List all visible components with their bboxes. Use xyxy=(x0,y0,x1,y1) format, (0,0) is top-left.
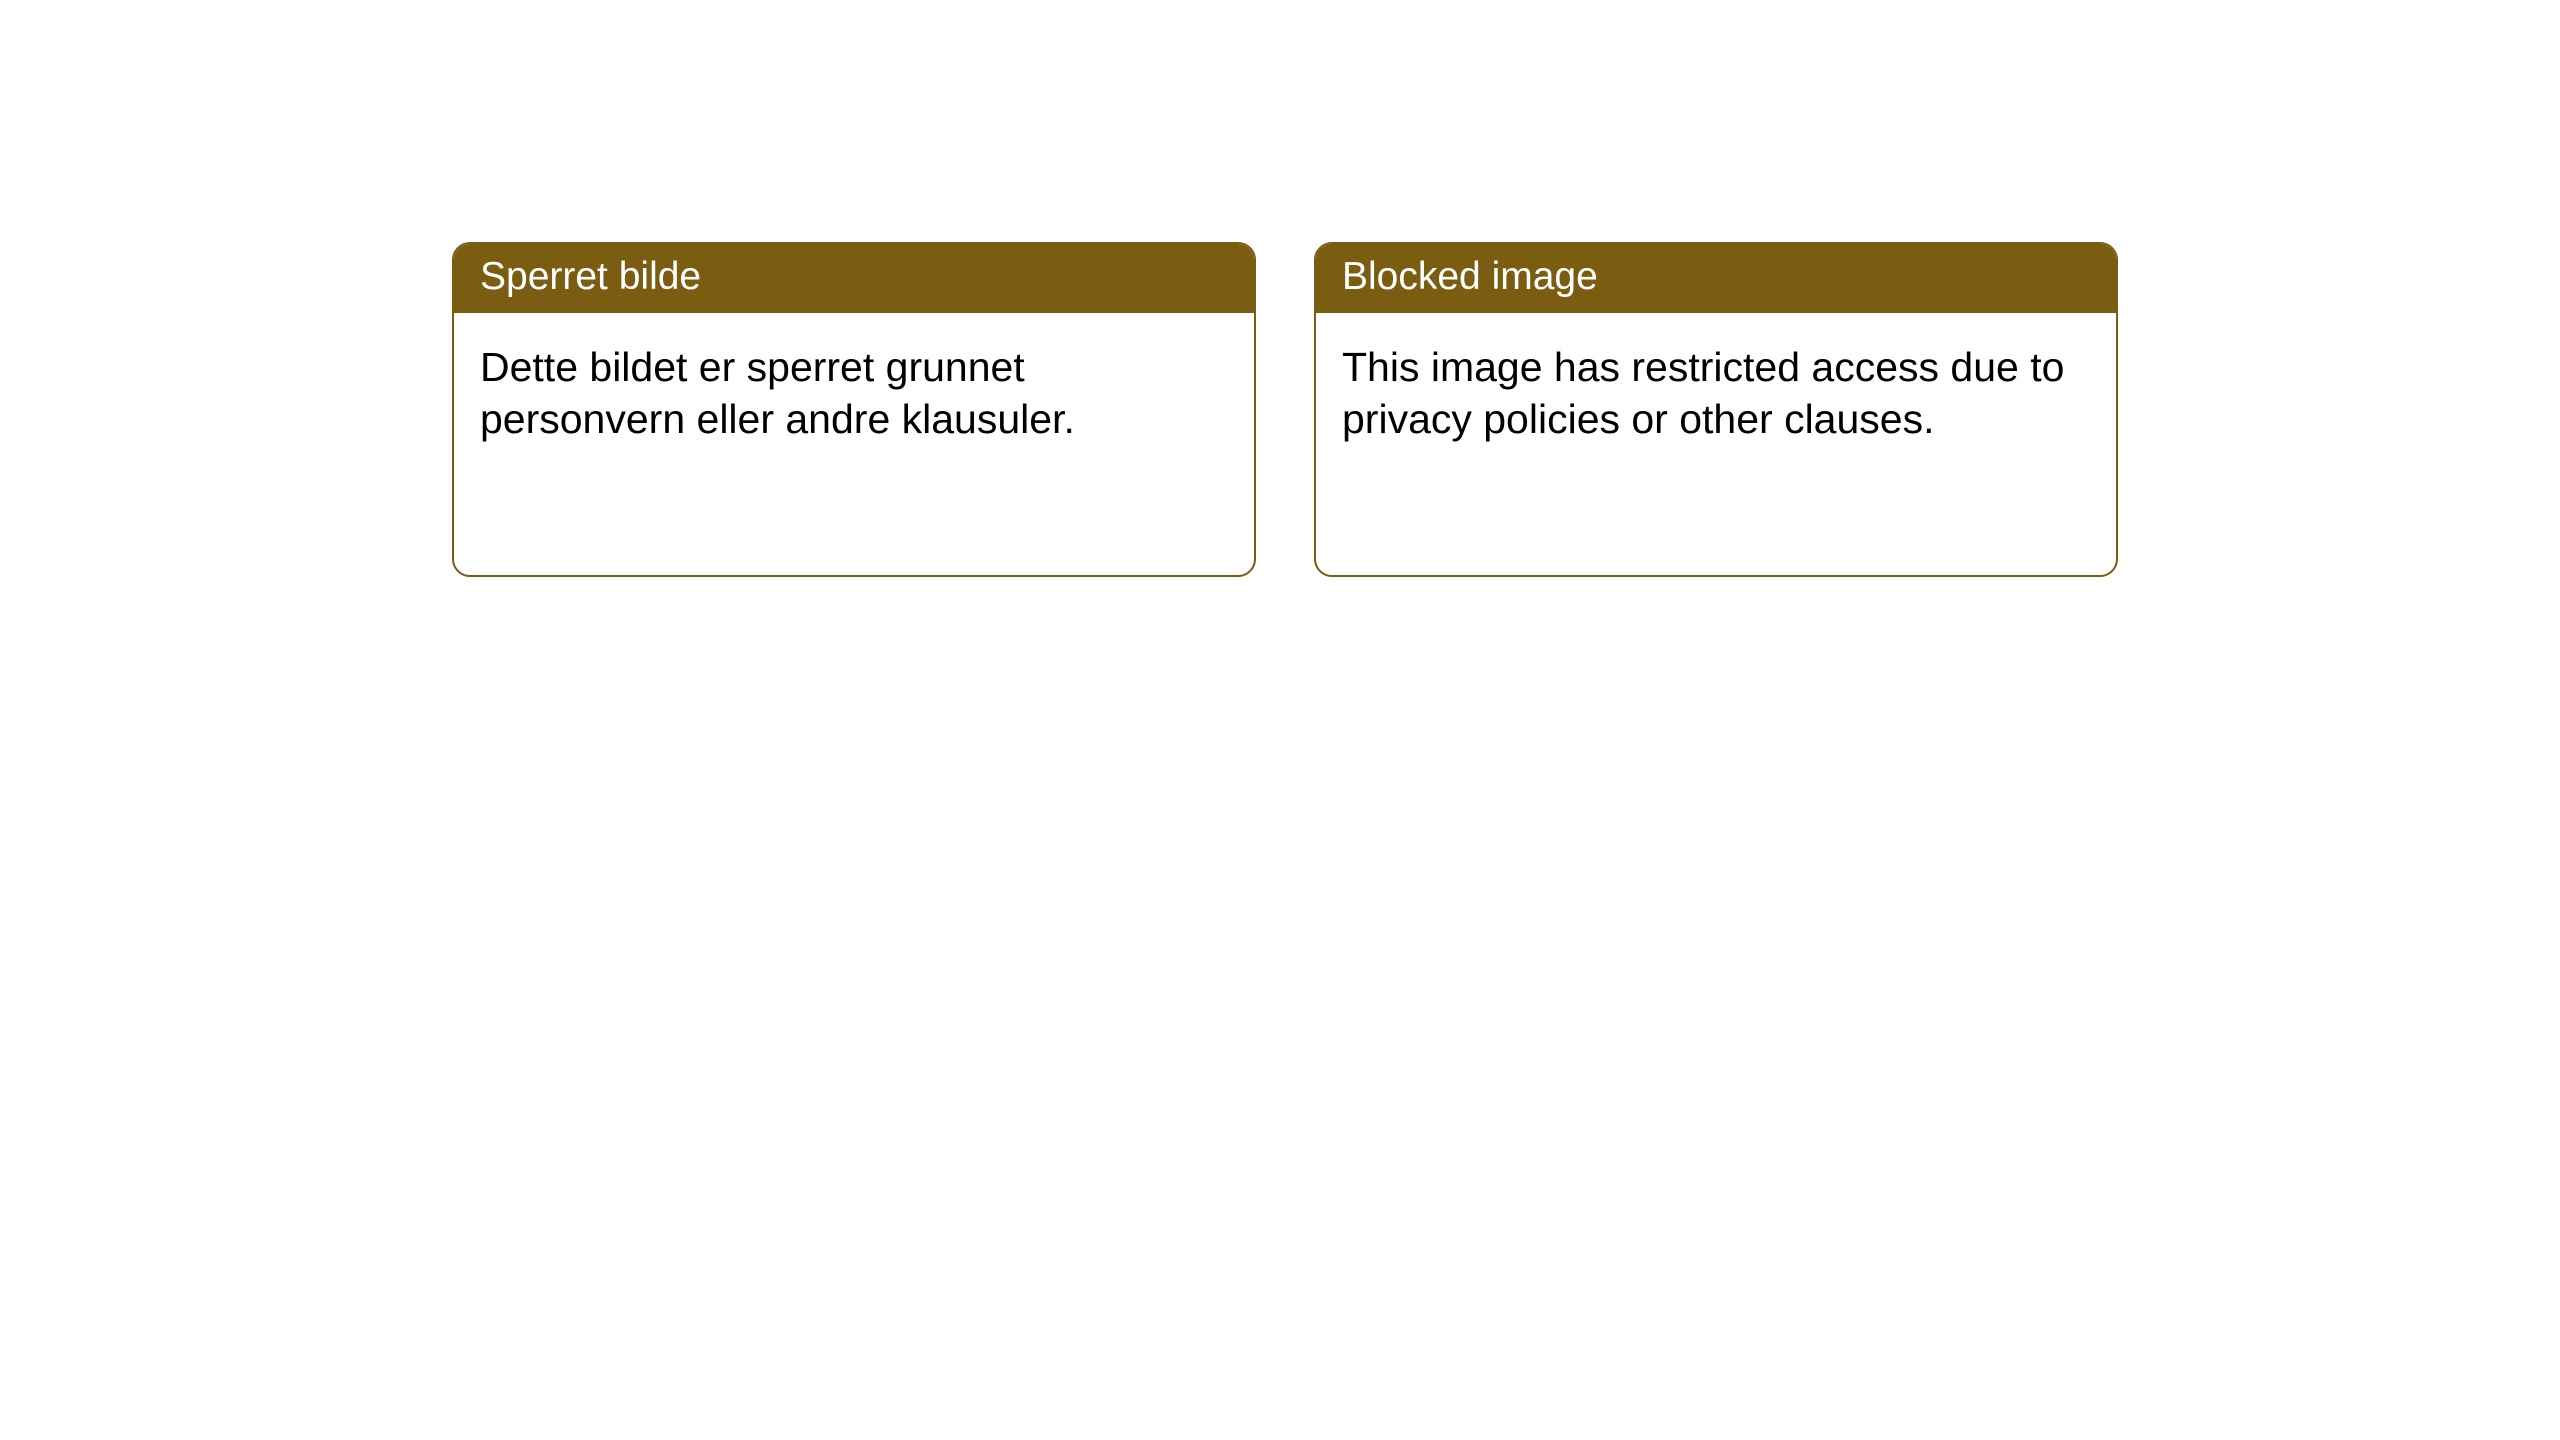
notice-container: Sperret bilde Dette bildet er sperret gr… xyxy=(452,242,2118,577)
notice-card-english: Blocked image This image has restricted … xyxy=(1314,242,2118,577)
card-title: Blocked image xyxy=(1342,255,1598,298)
card-title: Sperret bilde xyxy=(480,255,701,298)
card-header: Blocked image xyxy=(1316,244,2116,313)
card-header: Sperret bilde xyxy=(454,244,1254,313)
notice-card-norwegian: Sperret bilde Dette bildet er sperret gr… xyxy=(452,242,1256,577)
card-body-text: This image has restricted access due to … xyxy=(1342,344,2064,442)
card-body: This image has restricted access due to … xyxy=(1316,313,2116,575)
card-body: Dette bildet er sperret grunnet personve… xyxy=(454,313,1254,575)
card-body-text: Dette bildet er sperret grunnet personve… xyxy=(480,344,1075,442)
